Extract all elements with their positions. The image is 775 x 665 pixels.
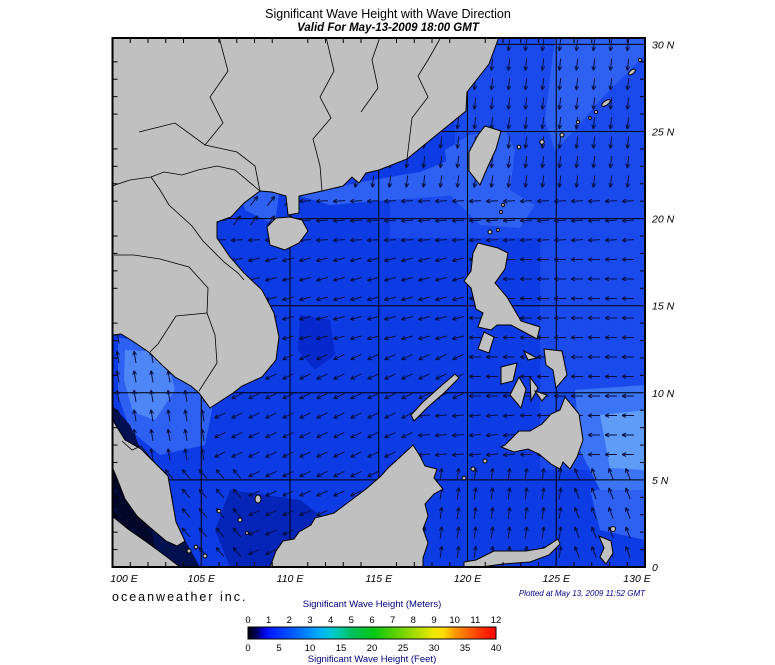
lat-label: 5 N xyxy=(652,475,669,487)
land-mindoro xyxy=(477,331,495,354)
page-subtitle: Valid For May-13-2009 18:00 GMT xyxy=(297,22,480,34)
land-cebu xyxy=(529,375,539,403)
country-borders xyxy=(112,38,441,462)
lon-label: 105 E xyxy=(188,573,216,585)
longitude-axis-labels: 100 E 105 E 110 E 115 E 120 E 125 E 130 E xyxy=(110,573,651,585)
land-borneo xyxy=(269,444,444,567)
land-samar-leyte xyxy=(543,348,568,390)
page-title: Significant Wave Height with Wave Direct… xyxy=(265,7,511,21)
land-palawan xyxy=(410,373,460,422)
meters-tick-label: 12 xyxy=(491,615,502,626)
small-islands xyxy=(186,57,643,559)
meters-tick-label: 7 xyxy=(390,615,395,626)
feet-tick-label: 5 xyxy=(276,643,281,654)
meters-tick-label: 0 xyxy=(245,615,250,626)
feet-tick-label: 30 xyxy=(429,643,440,654)
meters-tick-label: 5 xyxy=(349,615,354,626)
map-area xyxy=(112,38,645,567)
land-panay xyxy=(500,362,518,385)
legend-meters-ticks: 0 1 2 3 4 5 6 7 8 9 10 11 12 xyxy=(245,615,501,626)
legend-feet-ticks: 0 5 10 15 20 25 30 35 40 xyxy=(245,643,501,654)
land-taiwan xyxy=(468,125,502,186)
land-negros xyxy=(509,375,527,410)
meters-tick-label: 8 xyxy=(411,615,416,626)
land-mindanao xyxy=(499,396,584,470)
lon-label: 110 E xyxy=(277,573,305,585)
lon-label: 130 E xyxy=(623,573,651,585)
map-frame xyxy=(111,37,646,568)
lat-label: 25 N xyxy=(651,127,675,139)
degree-tick-marks xyxy=(113,39,644,566)
plotted-at-timestamp: Plotted at May 13, 2009 11:52 GMT xyxy=(519,589,646,598)
land-bohol xyxy=(533,390,548,402)
lat-label: 30 N xyxy=(652,39,675,51)
land-halmahera xyxy=(598,535,614,565)
meters-tick-label: 1 xyxy=(266,615,271,626)
arrow-field-path xyxy=(417,413,516,458)
feet-tick-label: 20 xyxy=(367,643,378,654)
lon-label: 120 E xyxy=(454,573,482,585)
feet-tick-label: 0 xyxy=(245,643,250,654)
oceanweather-logo-text: oceanweather inc. xyxy=(112,590,247,604)
lon-label: 115 E xyxy=(365,573,393,585)
land-hainan xyxy=(266,216,309,251)
lat-label: 20 N xyxy=(651,214,675,226)
lat-label: 0 xyxy=(652,562,658,574)
meters-tick-label: 11 xyxy=(470,615,480,626)
colorbar xyxy=(247,626,497,640)
land-mainland-asia xyxy=(112,38,500,547)
meters-tick-label: 2 xyxy=(287,615,292,626)
lon-label: 100 E xyxy=(110,573,138,585)
lat-label: 15 N xyxy=(652,301,675,313)
legend-title-feet: Significant Wave Height (Feet) xyxy=(308,654,436,665)
lon-label: 125 E xyxy=(543,573,571,585)
meters-tick-label: 4 xyxy=(328,615,333,626)
feet-tick-label: 35 xyxy=(460,643,471,654)
feet-tick-label: 10 xyxy=(305,643,316,654)
land-sumatra xyxy=(112,515,181,567)
feet-tick-label: 25 xyxy=(398,643,409,654)
meters-tick-label: 10 xyxy=(449,615,460,626)
land-luzon xyxy=(463,242,541,340)
lat-label: 10 N xyxy=(652,388,675,400)
meters-tick-label: 9 xyxy=(431,615,436,626)
feet-tick-label: 15 xyxy=(336,643,347,654)
meters-tick-label: 6 xyxy=(369,615,374,626)
meters-tick-label: 3 xyxy=(307,615,312,626)
arrow-field-path xyxy=(574,468,631,558)
land-masbate xyxy=(522,349,539,361)
latitude-axis-labels: 30 N 25 N 20 N 15 N 10 N 5 N 0 xyxy=(651,39,675,574)
landmasses xyxy=(112,38,643,567)
legend-title-meters: Significant Wave Height (Meters) xyxy=(303,599,442,610)
feet-tick-label: 40 xyxy=(491,643,502,654)
